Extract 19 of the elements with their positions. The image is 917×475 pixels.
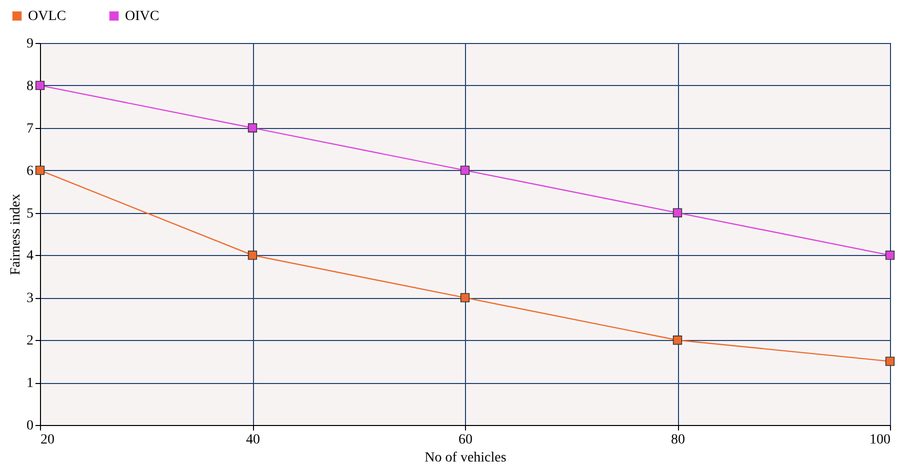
- y-tick-label: 7: [26, 121, 34, 136]
- y-tick-label: 8: [26, 78, 34, 94]
- y-tick-label: 4: [26, 248, 34, 264]
- y-tick-label: 0: [26, 418, 34, 434]
- x-axis-title: No of vehicles: [424, 450, 506, 466]
- y-tick-label: 5: [26, 206, 34, 222]
- x-tick-label: 100: [870, 432, 890, 448]
- y-tick-label: 6: [26, 164, 34, 179]
- legend-label: OIVC: [125, 9, 160, 24]
- x-tick-label: 40: [246, 432, 260, 448]
- x-tick-label: 20: [40, 432, 54, 448]
- y-axis-title: Fairness index: [8, 194, 24, 276]
- y-tick-label: 9: [26, 36, 34, 52]
- x-tick-label: 80: [671, 432, 685, 448]
- x-tick-label: 60: [458, 432, 472, 448]
- y-tick-label: 2: [26, 334, 34, 349]
- y-tick-label: 1: [26, 376, 34, 392]
- legend-label: OVLC: [28, 9, 66, 24]
- y-tick-label: 3: [26, 291, 34, 306]
